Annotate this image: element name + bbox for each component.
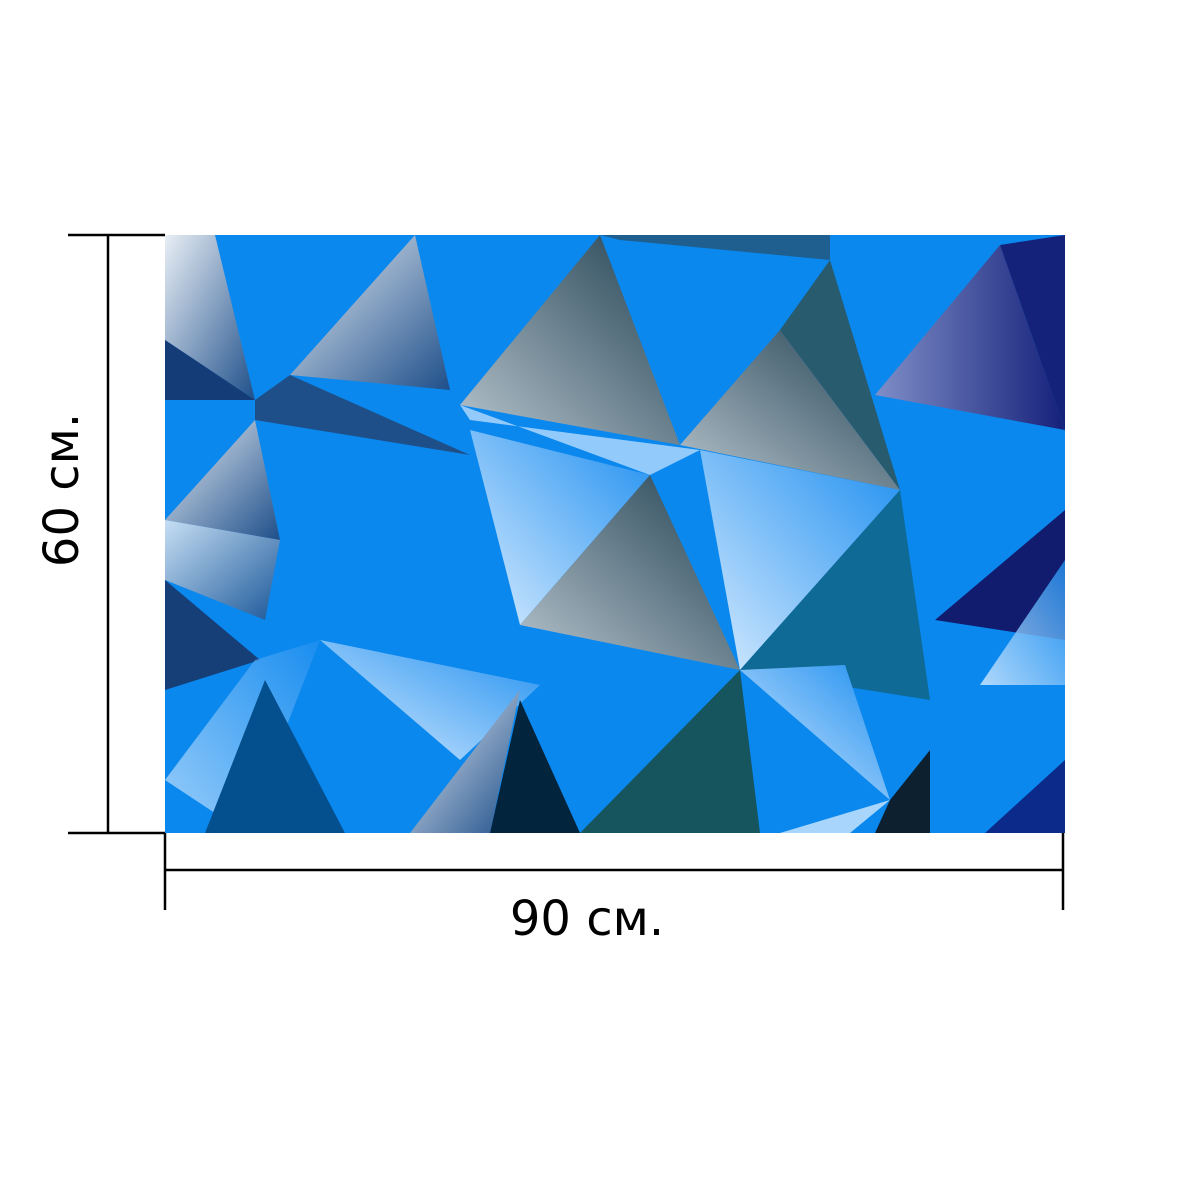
pattern	[165, 235, 1065, 833]
height-label: 60 см.	[34, 413, 90, 567]
width-label: 90 см.	[510, 891, 664, 947]
